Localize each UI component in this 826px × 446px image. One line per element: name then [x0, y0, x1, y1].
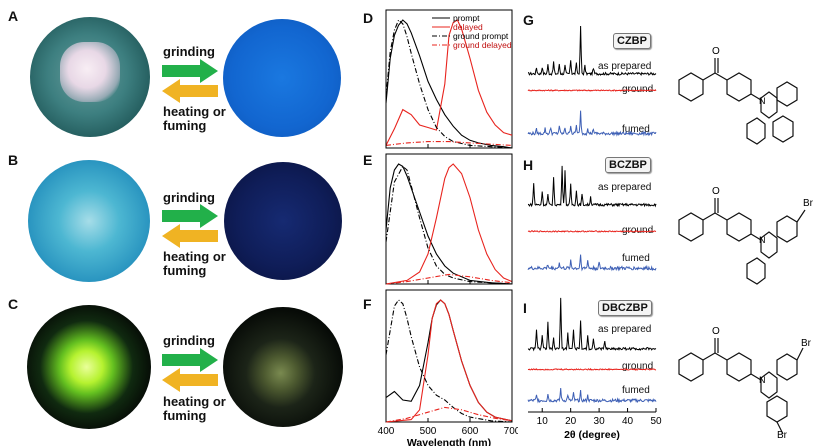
molecule-bczbp [678, 198, 806, 285]
xrd-i-ground: ground [622, 361, 654, 372]
label-heating-b: heating or [163, 249, 226, 264]
series-line-F-ground-prompt [385, 299, 513, 423]
photo-a-crystals [30, 17, 150, 137]
xrd-h-as-prepared-line [527, 165, 657, 208]
molecule-structures: O N O N Br O N Br Br [678, 46, 814, 440]
photo-c-crystals [27, 305, 151, 429]
xrd-i-fumed: fumed [622, 385, 650, 396]
series-line-F-delayed [385, 299, 513, 423]
arrow-pair-b [162, 204, 218, 248]
crystal-cluster [60, 42, 120, 102]
arrow-pair-c [162, 348, 218, 392]
panel-label-i: I [523, 300, 527, 316]
x-tick-label: 400 [378, 426, 395, 437]
xrd-x-tick-label: 50 [650, 416, 662, 427]
xrd-g-fumed-line [527, 110, 657, 137]
atom-o-bczbp: O [712, 186, 720, 197]
series-line-D-ground-prompt [385, 19, 513, 149]
sample-tag-czbp: CZBP [613, 33, 651, 49]
xrd-g-ground: ground [622, 84, 654, 95]
atom-br1-dbczbp: Br [801, 338, 812, 349]
panel-label-d: D [363, 10, 374, 26]
xrd-i-ground-line [527, 367, 657, 371]
x-tick-label: 700 [504, 426, 518, 437]
xrd-x-tick-label: 20 [565, 416, 577, 427]
sample-tag-bczbp: BCZBP [605, 157, 651, 173]
x-tick-label: 500 [420, 426, 437, 437]
atom-n-czbp: N [759, 96, 766, 106]
xrd-h-ground: ground [622, 225, 654, 236]
series-line-D-ground-delayed [385, 141, 513, 146]
xrd-i-fumed-line [527, 388, 657, 404]
molecule-czbp [678, 58, 798, 145]
x-axis-label: Wavelength (nm) [407, 437, 491, 446]
xrd-i-as-prepared: as prepared [598, 324, 652, 335]
label-grinding-a: grinding [163, 44, 215, 59]
panel-label-g: G [523, 12, 534, 28]
sample-tag-dbczbp: DBCZBP [598, 300, 652, 316]
photo-b-crystals [28, 160, 150, 282]
panel-label-f: F [363, 296, 372, 312]
chart-frame-D [385, 9, 513, 149]
xrd-h-ground-line [527, 230, 657, 233]
xrd-g-as-prepared-line [527, 25, 657, 77]
xrd-charts: 10 20 30 40 50 2θ (degree) [527, 25, 662, 441]
series-line-F-ground-delayed [385, 406, 513, 423]
arrow-pair-a [162, 59, 218, 103]
xrd-h-fumed-line [527, 254, 657, 272]
photo-c-ground [223, 307, 343, 427]
panel-label-a: A [8, 8, 19, 24]
x-tick-label: 600 [462, 426, 479, 437]
atom-n-dbczbp: N [759, 375, 766, 385]
chart-frame-E [385, 153, 513, 285]
label-heating-a: heating or [163, 104, 226, 119]
atom-o-dbczbp: O [712, 326, 720, 337]
atom-o-czbp: O [712, 46, 720, 57]
xrd-i-as-prepared-line [527, 297, 657, 352]
atom-br-bczbp: Br [803, 198, 814, 209]
xrd-x-axis-label: 2θ (degree) [564, 429, 620, 441]
photo-a-ground [223, 19, 341, 137]
xrd-x-tick-label: 40 [622, 416, 634, 427]
grind-arrow-a [162, 59, 218, 83]
xrd-g-fumed: fumed [622, 124, 650, 135]
label-fuming-c: fuming [163, 408, 207, 423]
xrd-x-tick-label: 10 [537, 416, 549, 427]
xrd-h-as-prepared: as prepared [598, 182, 652, 193]
series-line-D-delayed [385, 19, 513, 146]
grind-arrow-c [162, 348, 218, 372]
label-heating-c: heating or [163, 394, 226, 409]
series-line-E-delayed [385, 163, 513, 285]
atom-br2-dbczbp: Br [777, 430, 788, 440]
label-grinding-b: grinding [163, 190, 215, 205]
heat-arrow-a [162, 79, 218, 103]
label-grinding-c: grinding [163, 333, 215, 348]
legend-label-ground-delayed: ground delayed [453, 40, 512, 50]
legend-label-delayed: delayed [453, 22, 483, 32]
panel-label-c: C [8, 296, 19, 312]
molecule-dbczbp [678, 338, 804, 435]
xrd-x-tick-label: 30 [594, 416, 606, 427]
label-fuming-b: fuming [163, 263, 207, 278]
label-fuming-a: fuming [163, 118, 207, 133]
chart-frame-F [385, 289, 513, 423]
legend-label-ground-prompt: ground prompt [453, 31, 509, 41]
heat-arrow-c [162, 368, 218, 392]
spectra-charts: 400 500 600 700 Wavelength (nm) promptdelayed… [378, 9, 518, 446]
atom-n-bczbp: N [759, 235, 766, 245]
series-line-E-prompt [385, 163, 513, 285]
legend-label-prompt: prompt [453, 13, 480, 23]
panel-label-e: E [363, 152, 373, 168]
photo-b-ground [224, 162, 342, 280]
panel-label-b: B [8, 152, 19, 168]
series-line-F-prompt [385, 299, 513, 422]
grind-arrow-b [162, 204, 218, 228]
xrd-h-fumed: fumed [622, 253, 650, 264]
xrd-g-as-prepared: as prepared [598, 61, 652, 72]
xrd-g-ground-line [527, 88, 657, 92]
series-line-E-ground-delayed [385, 273, 513, 285]
panel-label-h: H [523, 157, 534, 173]
heat-arrow-b [162, 224, 218, 248]
